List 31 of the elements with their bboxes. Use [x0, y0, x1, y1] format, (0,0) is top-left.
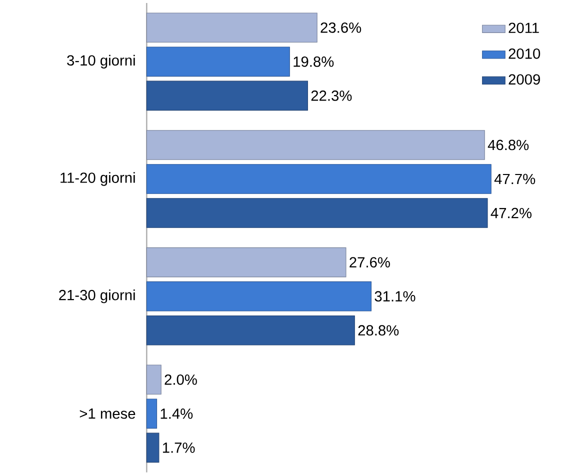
- data-label: 1.7%: [162, 442, 195, 453]
- y-tick-label: 21-30 giorni: [59, 290, 135, 304]
- y-tick-label: >1 mese: [80, 408, 136, 419]
- bar: [146, 12, 318, 43]
- legend-label: 2009: [508, 74, 540, 85]
- legend-label: 2011: [508, 22, 539, 34]
- bar: [146, 164, 492, 194]
- data-label: 27.6%: [350, 257, 390, 268]
- data-label: 22.3%: [311, 90, 352, 101]
- legend-label: 2010: [508, 48, 540, 59]
- data-label: 19.8%: [294, 56, 334, 67]
- bar: [146, 432, 160, 463]
- y-tick-label: 11-20 giorni: [60, 172, 135, 186]
- bar: [146, 130, 485, 160]
- data-label: 46.8%: [488, 140, 529, 150]
- bar: [146, 398, 158, 429]
- bar: [146, 247, 346, 278]
- bar: [146, 198, 488, 228]
- data-label: 31.1%: [374, 291, 416, 302]
- bar: [146, 80, 308, 111]
- data-label: 1.4%: [160, 408, 193, 419]
- data-label: 47.7%: [494, 174, 536, 184]
- bar: [146, 281, 372, 312]
- y-tick-label: 3-10 giorni: [67, 54, 135, 68]
- data-label: 23.6%: [320, 22, 362, 33]
- bar: [146, 364, 162, 395]
- data-label: 47.2%: [490, 208, 532, 218]
- bar: [146, 315, 355, 346]
- data-label: 2.0%: [164, 374, 197, 385]
- bar: [146, 46, 290, 77]
- data-label: 28.8%: [358, 325, 399, 336]
